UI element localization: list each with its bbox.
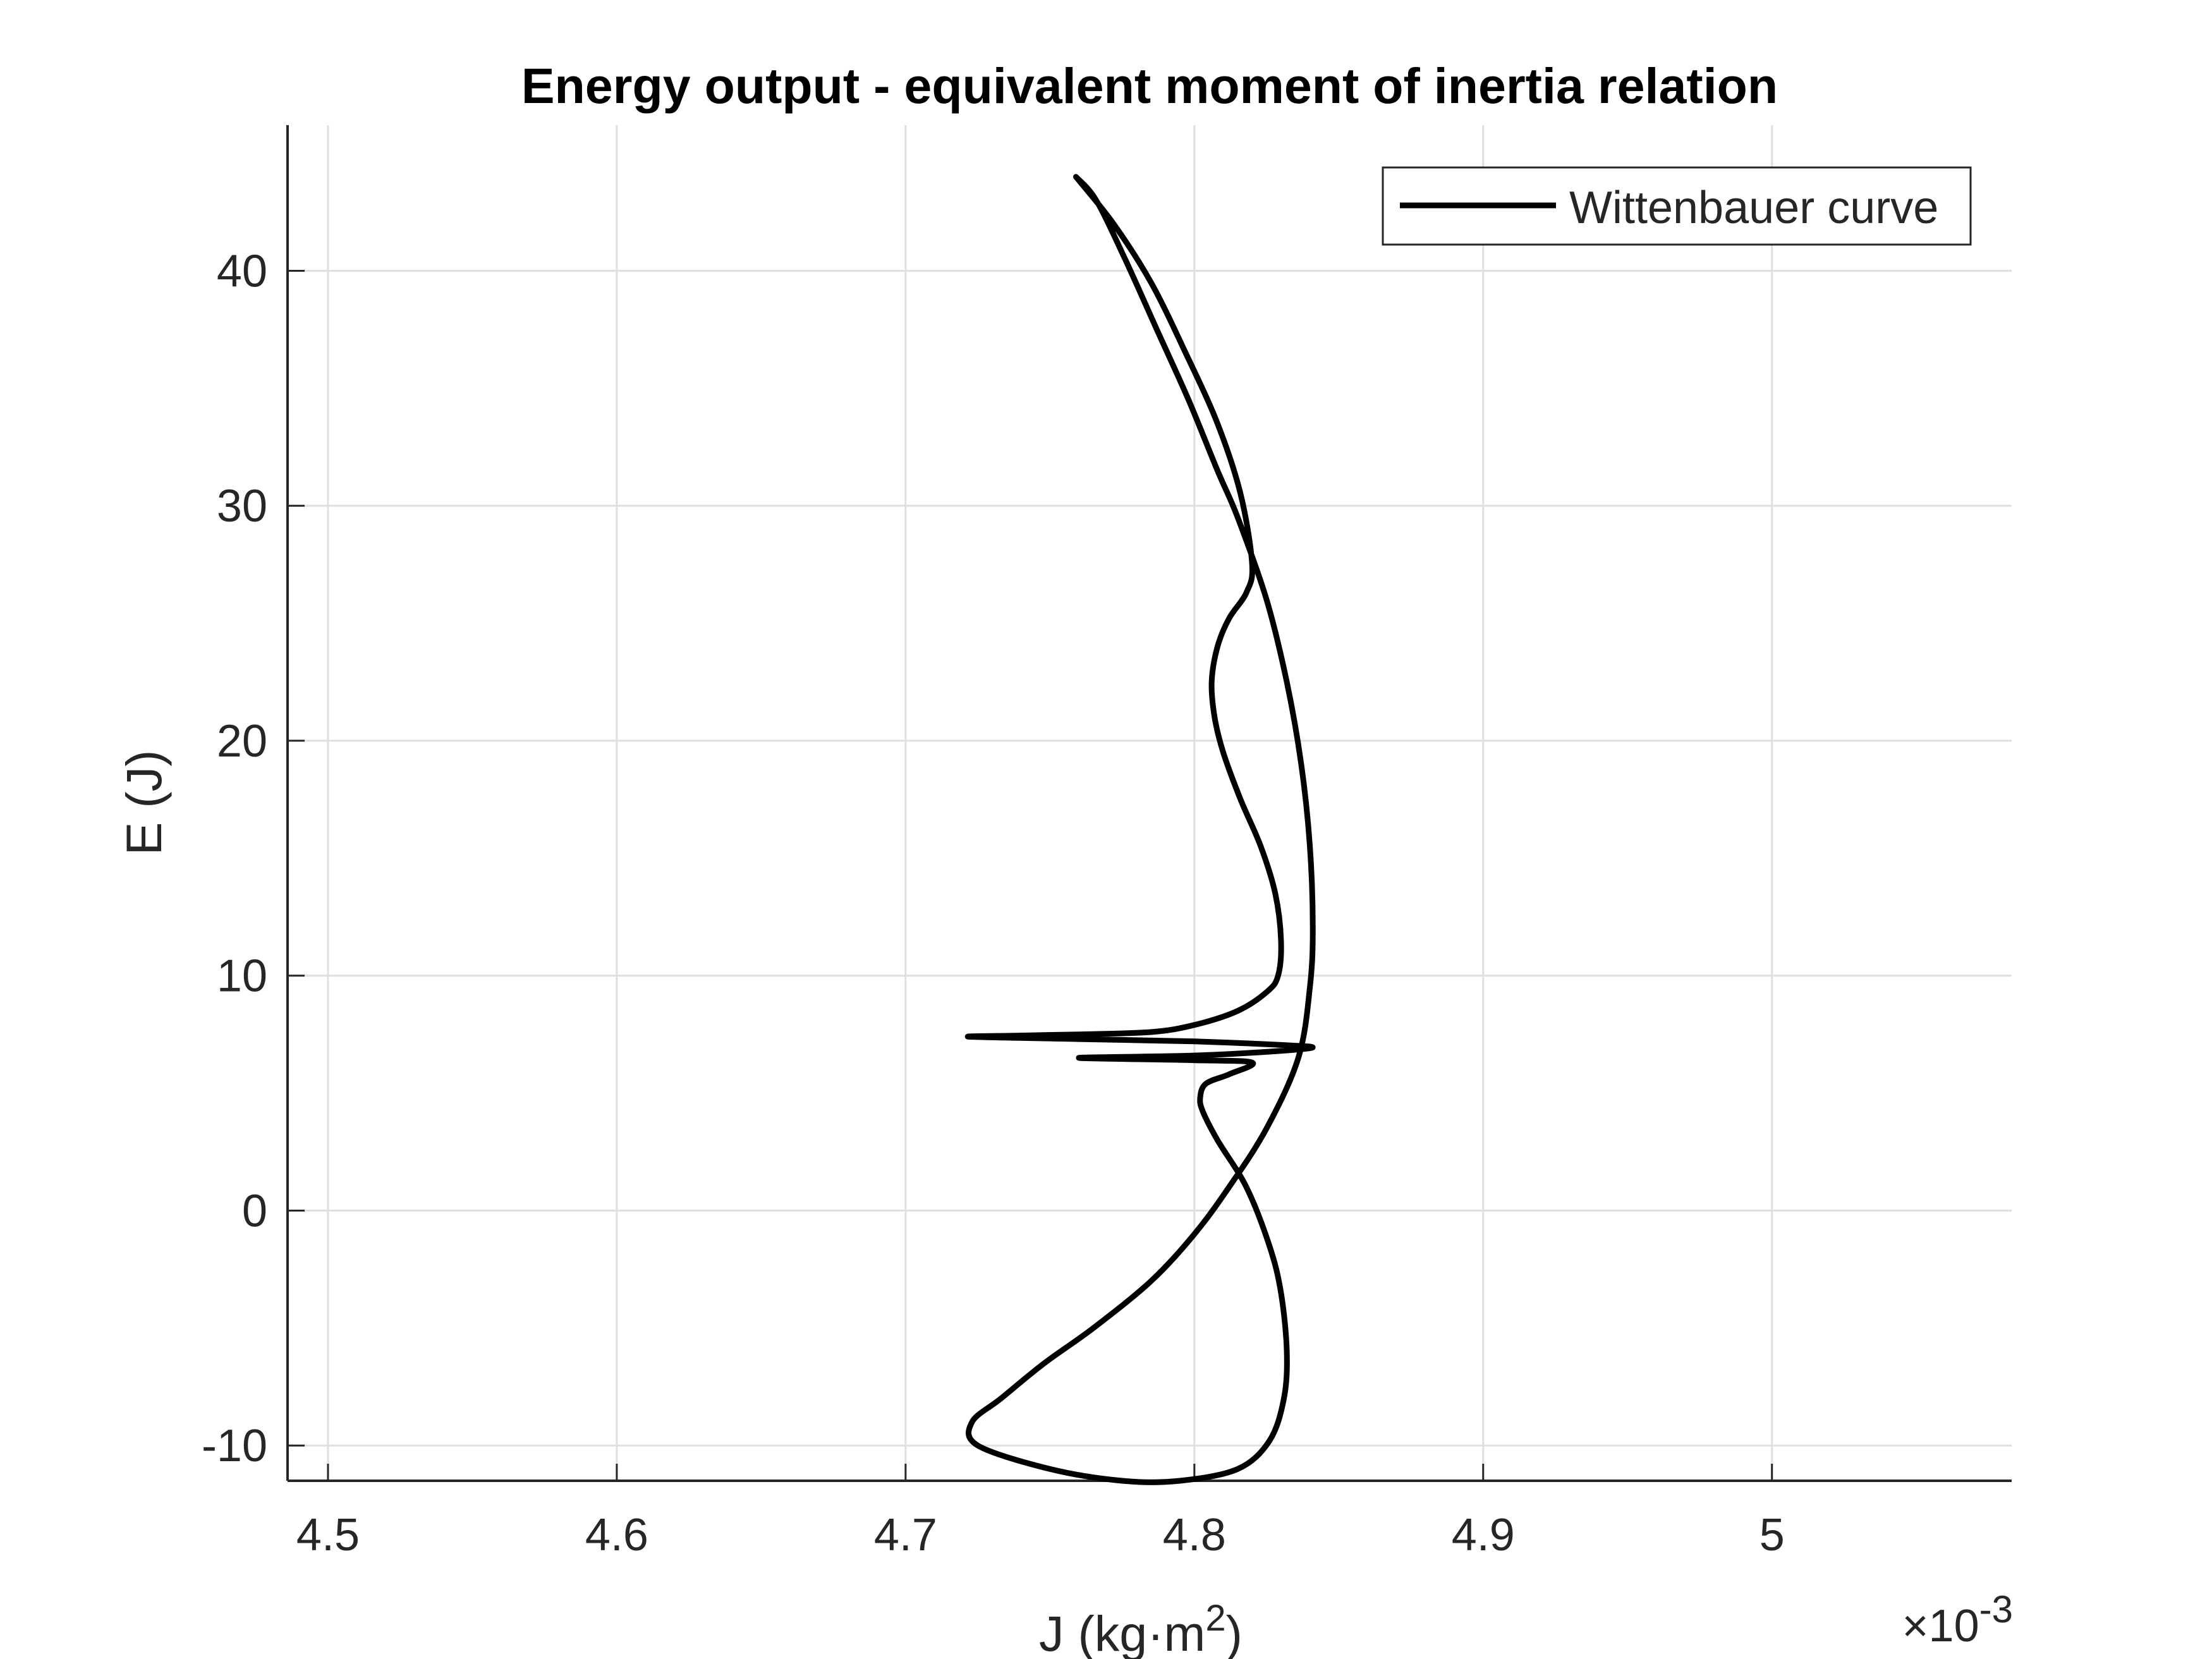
x-exponent-base: ×10 [1902,1601,1979,1651]
chart-title: Energy output - equivalent moment of ine… [521,58,1778,114]
y-tick-label: 20 [217,716,267,767]
y-tick-label: 0 [242,1186,267,1236]
series-group [964,174,1316,1485]
x-tick-label: 4.5 [296,1510,360,1560]
x-tick-label: 4.6 [585,1510,648,1560]
y-tick-label: 40 [217,246,267,296]
x-axis-label-main: J (kg·m [1039,1605,1205,1659]
x-tick-label: 4.8 [1163,1510,1226,1560]
x-exponent-label: ×10-3 [1902,1588,2014,1651]
x-axis-label: J (kg·m2) [1039,1598,1243,1659]
y-tick-label: 10 [217,951,267,1002]
y-axis-label: E (J) [116,750,172,856]
tick-labels: 4.5 4.6 4.7 4.8 4.9 5 -10 0 10 20 30 40 [202,246,1785,1560]
y-tick-label: 30 [217,481,267,532]
series-line [964,174,1316,1485]
x-tick-label: 4.7 [874,1510,937,1560]
legend: Wittenbauer curve [1382,166,1972,246]
x-tick-label: 5 [1759,1510,1785,1560]
x-axis-label-end: ) [1226,1605,1243,1659]
x-axis-label-sup: 2 [1205,1598,1225,1639]
plot-area [288,125,2012,1481]
x-tick-label: 4.9 [1452,1510,1515,1560]
grid-lines [288,125,2012,1481]
x-exponent-power: -3 [1979,1588,2013,1631]
legend-label: Wittenbauer curve [1569,183,1938,233]
y-tick-label: -10 [202,1421,267,1471]
legend-box [1382,166,1972,246]
